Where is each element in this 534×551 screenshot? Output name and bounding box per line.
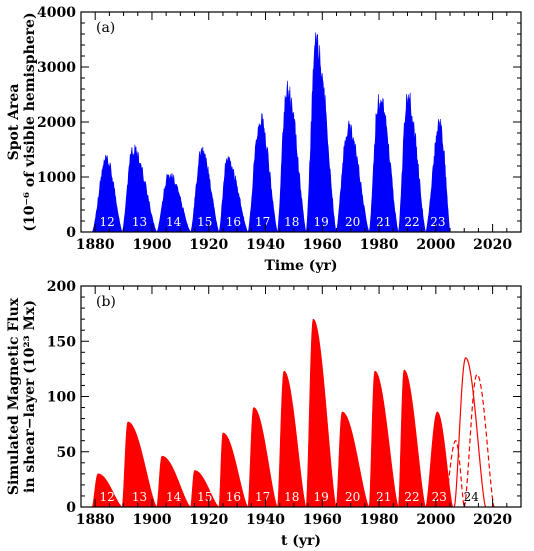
cycle-label-16: 16 bbox=[226, 490, 241, 504]
y-tick-label: 200 bbox=[47, 279, 76, 295]
cycle-area-12 bbox=[91, 473, 124, 508]
panel-label: (b) bbox=[96, 294, 116, 310]
y-tick-label: 0 bbox=[66, 500, 76, 516]
forecast-solid-line-0 bbox=[453, 357, 487, 508]
x-tick-label: 1980 bbox=[360, 237, 399, 253]
cycle-area-15 bbox=[190, 470, 221, 508]
forecast-dashed-line-0 bbox=[443, 440, 465, 508]
cycle-label-17: 17 bbox=[255, 490, 270, 504]
cycle-area-17 bbox=[247, 113, 278, 233]
x-tick-label: 1980 bbox=[360, 512, 399, 528]
cycle-label-22: 22 bbox=[404, 490, 419, 504]
y-tick-label: 4000 bbox=[37, 5, 76, 21]
y-tick-label: 1000 bbox=[37, 170, 76, 186]
cycle-area-19 bbox=[305, 318, 337, 508]
cycle-area-19 bbox=[305, 32, 337, 233]
cycle-label-13: 13 bbox=[132, 490, 147, 504]
cycle-label-20: 20 bbox=[345, 490, 360, 504]
cycle-label-17: 17 bbox=[255, 215, 270, 229]
cycle-label-15: 15 bbox=[197, 215, 212, 229]
cycle-label-19: 19 bbox=[314, 215, 329, 229]
cycle-label-21: 21 bbox=[376, 490, 391, 504]
y-axis-label-line-1: Simulated Magnetic Flux bbox=[6, 297, 22, 495]
y-axis-label-line-1: Spot Area bbox=[6, 84, 22, 161]
cycle-area-20 bbox=[335, 120, 370, 233]
y-tick-label: 2000 bbox=[37, 115, 76, 131]
x-tick-label: 2020 bbox=[473, 237, 512, 253]
y-tick-label: 0 bbox=[66, 225, 76, 241]
x-tick-label: 1880 bbox=[76, 512, 115, 528]
cycle-area-13 bbox=[121, 144, 158, 233]
y-axis-label-line-2: in shear−layer (10²³ Mx) bbox=[22, 300, 38, 493]
x-tick-label: 2020 bbox=[473, 512, 512, 528]
cycle-area-21 bbox=[368, 370, 399, 508]
cycle-label-12: 12 bbox=[99, 490, 114, 504]
x-tick-label: 2000 bbox=[416, 512, 455, 528]
x-tick-label: 1960 bbox=[303, 512, 342, 528]
x-tick-label: 1940 bbox=[246, 237, 285, 253]
cycle-label-23: 23 bbox=[432, 490, 447, 504]
y-tick-label: 3000 bbox=[37, 60, 76, 76]
cycle-label-15: 15 bbox=[197, 490, 212, 504]
cycle-area-12 bbox=[91, 155, 123, 233]
cycle-label-18: 18 bbox=[284, 490, 299, 504]
forecast-dashed-line-1 bbox=[463, 373, 495, 508]
x-axis-label: t (yr) bbox=[281, 533, 321, 549]
cycle-area-15 bbox=[190, 146, 220, 233]
y-tick-label: 50 bbox=[57, 445, 77, 461]
x-tick-label: 1880 bbox=[76, 237, 115, 253]
cycle-label-14: 14 bbox=[166, 490, 182, 504]
cycle-label-18: 18 bbox=[284, 215, 299, 229]
cycle-area-21 bbox=[368, 94, 399, 233]
cycle-area-14 bbox=[156, 455, 192, 508]
x-tick-label: 1960 bbox=[303, 237, 342, 253]
cycle-area-22 bbox=[398, 369, 427, 508]
cycle-label-22: 22 bbox=[404, 215, 419, 229]
x-axis-label: Time (yr) bbox=[264, 258, 337, 274]
cycle-area-22 bbox=[398, 92, 427, 233]
x-tick-label: 1920 bbox=[189, 237, 228, 253]
cycle-label-21: 21 bbox=[376, 215, 391, 229]
cycle-label-19: 19 bbox=[314, 490, 329, 504]
y-axis-label-line-2: (10⁻⁶ of visible hemisphere) bbox=[22, 12, 38, 231]
cycle-label-20: 20 bbox=[345, 215, 360, 229]
y-tick-label: 100 bbox=[47, 390, 76, 406]
cycle-area-18 bbox=[277, 80, 307, 233]
x-tick-label: 1940 bbox=[246, 512, 285, 528]
x-tick-label: 1900 bbox=[132, 512, 171, 528]
cycle-label-14: 14 bbox=[166, 215, 182, 229]
cycle-label-12: 12 bbox=[99, 215, 114, 229]
cycle-label-13: 13 bbox=[132, 215, 147, 229]
cycle-area-16 bbox=[218, 432, 249, 508]
cycle-area-17 bbox=[247, 407, 278, 508]
cycle-label-24: 24 bbox=[464, 490, 480, 504]
cycle-area-18 bbox=[277, 370, 307, 508]
cycle-area-14 bbox=[156, 173, 192, 233]
cycle-area-13 bbox=[121, 421, 158, 508]
y-tick-label: 150 bbox=[47, 334, 76, 350]
cycle-area-20 bbox=[335, 411, 370, 508]
cycle-area-23 bbox=[425, 119, 451, 233]
cycle-label-16: 16 bbox=[226, 215, 241, 229]
x-tick-label: 1900 bbox=[132, 237, 171, 253]
x-tick-label: 1920 bbox=[189, 512, 228, 528]
x-tick-label: 2000 bbox=[416, 237, 455, 253]
panel-label: (a) bbox=[96, 20, 115, 36]
cycle-area-16 bbox=[218, 156, 249, 233]
cycle-label-23: 23 bbox=[430, 215, 445, 229]
